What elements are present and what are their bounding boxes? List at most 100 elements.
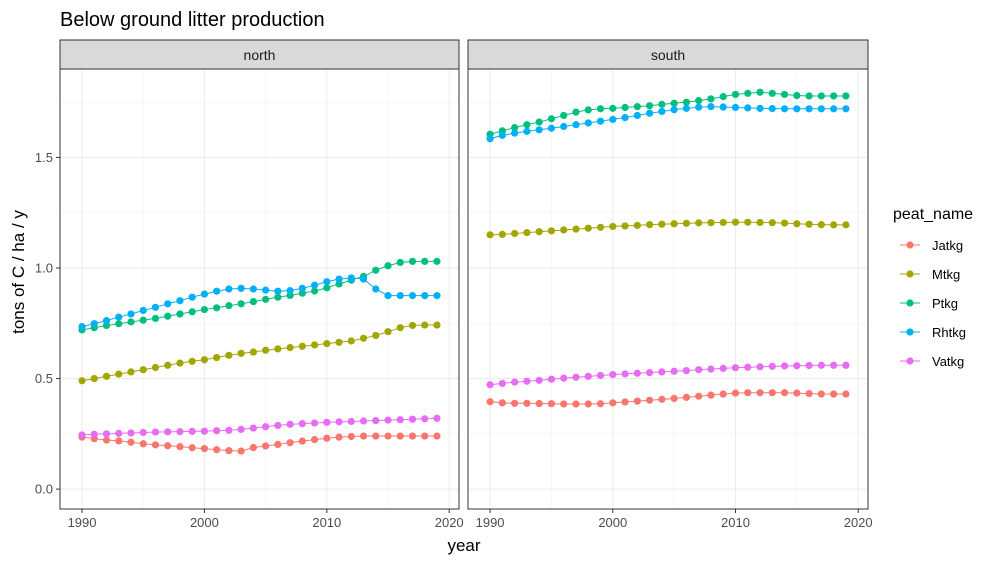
data-point [359, 417, 368, 425]
legend-key-point [906, 241, 914, 249]
data-point [213, 287, 221, 295]
data-point [682, 98, 691, 106]
data-point [347, 432, 355, 441]
data-point [237, 284, 245, 292]
data-point [262, 346, 270, 354]
data-point [511, 378, 519, 386]
data-point [225, 285, 233, 293]
data-point [719, 103, 727, 111]
data-point [584, 106, 592, 114]
data-point [127, 429, 135, 437]
data-point [633, 221, 641, 229]
data-point [164, 312, 172, 320]
data-point [90, 374, 98, 383]
data-point [547, 400, 556, 408]
data-point [347, 274, 355, 282]
data-point [609, 222, 617, 231]
data-point [225, 426, 233, 434]
x-tick-label: 1990 [68, 515, 97, 530]
data-point [695, 219, 703, 227]
data-point [310, 341, 319, 349]
data-point [731, 364, 740, 372]
data-point [421, 321, 429, 329]
data-point [335, 275, 343, 283]
data-point [102, 430, 111, 438]
legend-label: Ptkg [932, 296, 958, 311]
legend: peat_name Jatkg Mtkg Ptkg Rhtkg Vatkg [893, 206, 973, 369]
data-point [744, 89, 752, 97]
data-point [78, 322, 86, 331]
data-point [274, 345, 282, 353]
data-point [793, 105, 801, 113]
data-point [658, 395, 666, 403]
data-point [805, 220, 813, 228]
y-axis-title: tons of C / ha / y [9, 210, 28, 334]
data-point [188, 444, 196, 452]
chart-title: Below ground litter production [60, 9, 325, 31]
series-Jatkg [486, 389, 850, 408]
data-point [102, 436, 111, 444]
x-axis: 1990 2000 2010 2020 [68, 509, 464, 530]
data-point [695, 97, 703, 105]
data-point [139, 306, 147, 315]
data-point [396, 416, 404, 424]
x-tick-label: 2010 [312, 515, 341, 530]
x-tick-label: 2000 [598, 515, 627, 530]
y-tick-label: 1.5 [35, 150, 53, 165]
data-point [793, 389, 801, 397]
data-point [572, 400, 580, 408]
data-point [805, 361, 813, 370]
data-point [830, 92, 838, 100]
data-point [359, 432, 368, 440]
data-point [817, 390, 825, 398]
series-Mtkg [486, 218, 850, 239]
facet-panel-north: north 1990 2000 2010 2020 0.0 0.5 1.0 1.5 [35, 39, 464, 530]
data-point [621, 114, 629, 122]
data-point [560, 122, 568, 131]
data-point [780, 389, 789, 397]
data-point [695, 103, 703, 111]
data-point [384, 432, 392, 440]
data-point [237, 425, 245, 433]
x-tick-label: 2010 [721, 515, 750, 530]
data-point [793, 220, 801, 228]
data-point [535, 376, 543, 384]
facet-strip-label: south [651, 47, 685, 63]
data-point [151, 303, 160, 311]
data-point [658, 368, 666, 376]
data-point [433, 257, 441, 265]
data-point [421, 292, 429, 300]
data-point [237, 300, 245, 308]
data-point [188, 293, 196, 301]
data-point [535, 399, 543, 408]
data-point [188, 308, 196, 316]
data-point [384, 328, 392, 336]
data-point [707, 95, 715, 103]
data-point [707, 391, 715, 399]
data-point [249, 424, 257, 432]
data-point [433, 432, 441, 440]
data-point [535, 126, 543, 134]
data-point [682, 219, 691, 227]
data-point [596, 117, 605, 125]
series-Ptkg [486, 88, 850, 138]
series-Ptkg [78, 257, 441, 334]
data-point [596, 371, 605, 380]
data-point [756, 389, 764, 397]
data-point [200, 356, 209, 364]
data-point [547, 227, 556, 235]
data-point [249, 348, 257, 356]
data-point [609, 370, 617, 379]
data-point [115, 320, 123, 328]
facet-strip [467, 39, 869, 70]
data-point [498, 131, 506, 139]
data-point [523, 399, 531, 407]
data-point [372, 266, 380, 274]
data-point [286, 343, 294, 352]
data-point [274, 440, 282, 449]
data-point [584, 224, 592, 232]
data-point [842, 92, 850, 100]
data-point [830, 390, 838, 398]
legend-item-Ptkg: Ptkg [900, 296, 958, 311]
